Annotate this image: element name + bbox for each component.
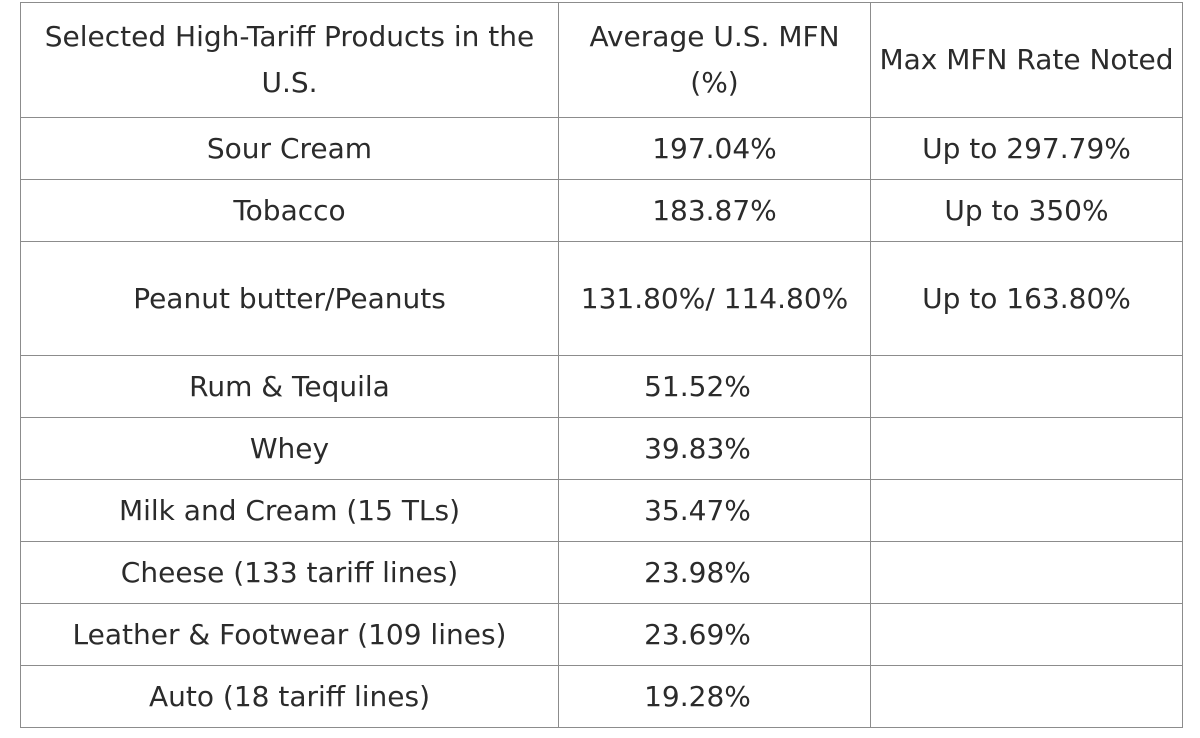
- max-rate-cell: [870, 479, 1183, 542]
- max-rate-cell: [870, 665, 1183, 728]
- header-average-mfn: Average U.S. MFN (%): [558, 2, 871, 118]
- average-cell: 23.69%: [558, 603, 871, 666]
- product-cell: Tobacco: [20, 179, 559, 242]
- max-rate-cell: Up to 163.80%: [870, 241, 1183, 356]
- average-cell: 23.98%: [558, 541, 871, 604]
- average-cell: 39.83%: [558, 417, 871, 480]
- table-row: Leather & Footwear (109 lines) 23.69%: [20, 603, 1183, 666]
- average-cell: 197.04%: [558, 117, 871, 180]
- product-cell: Peanut butter/Peanuts: [20, 241, 559, 356]
- max-rate-cell: [870, 541, 1183, 604]
- average-cell: 51.52%: [558, 355, 871, 418]
- table-row: Auto (18 tariff lines) 19.28%: [20, 665, 1183, 728]
- table-row: Milk and Cream (15 TLs) 35.47%: [20, 479, 1183, 542]
- tariff-table: Selected High-Tariff Products in the U.S…: [20, 2, 1183, 728]
- max-rate-cell: Up to 297.79%: [870, 117, 1183, 180]
- product-cell: Sour Cream: [20, 117, 559, 180]
- average-cell-text: 131.80%/ 114.80%: [580, 281, 849, 315]
- header-product: Selected High-Tariff Products in the U.S…: [20, 2, 559, 118]
- max-rate-cell: Up to 350%: [870, 179, 1183, 242]
- product-cell: Milk and Cream (15 TLs): [20, 479, 559, 542]
- product-cell: Rum & Tequila: [20, 355, 559, 418]
- table-row: Cheese (133 tariff lines) 23.98%: [20, 541, 1183, 604]
- max-rate-cell: [870, 355, 1183, 418]
- table-row: Sour Cream 197.04% Up to 297.79%: [20, 117, 1183, 180]
- table-row: Rum & Tequila 51.52%: [20, 355, 1183, 418]
- table-row: Whey 39.83%: [20, 417, 1183, 480]
- header-max-mfn: Max MFN Rate Noted: [870, 2, 1183, 118]
- product-cell: Whey: [20, 417, 559, 480]
- average-cell: 183.87%: [558, 179, 871, 242]
- average-cell: 131.80%/ 114.80%: [558, 241, 871, 356]
- table-header-row: Selected High-Tariff Products in the U.S…: [20, 2, 1183, 118]
- max-rate-cell: [870, 603, 1183, 666]
- product-cell: Auto (18 tariff lines): [20, 665, 559, 728]
- product-cell: Cheese (133 tariff lines): [20, 541, 559, 604]
- average-cell: 19.28%: [558, 665, 871, 728]
- average-cell: 35.47%: [558, 479, 871, 542]
- product-cell: Leather & Footwear (109 lines): [20, 603, 559, 666]
- table-row: Peanut butter/Peanuts 131.80%/ 114.80% U…: [20, 241, 1183, 356]
- max-rate-cell: [870, 417, 1183, 480]
- table-row: Tobacco 183.87% Up to 350%: [20, 179, 1183, 242]
